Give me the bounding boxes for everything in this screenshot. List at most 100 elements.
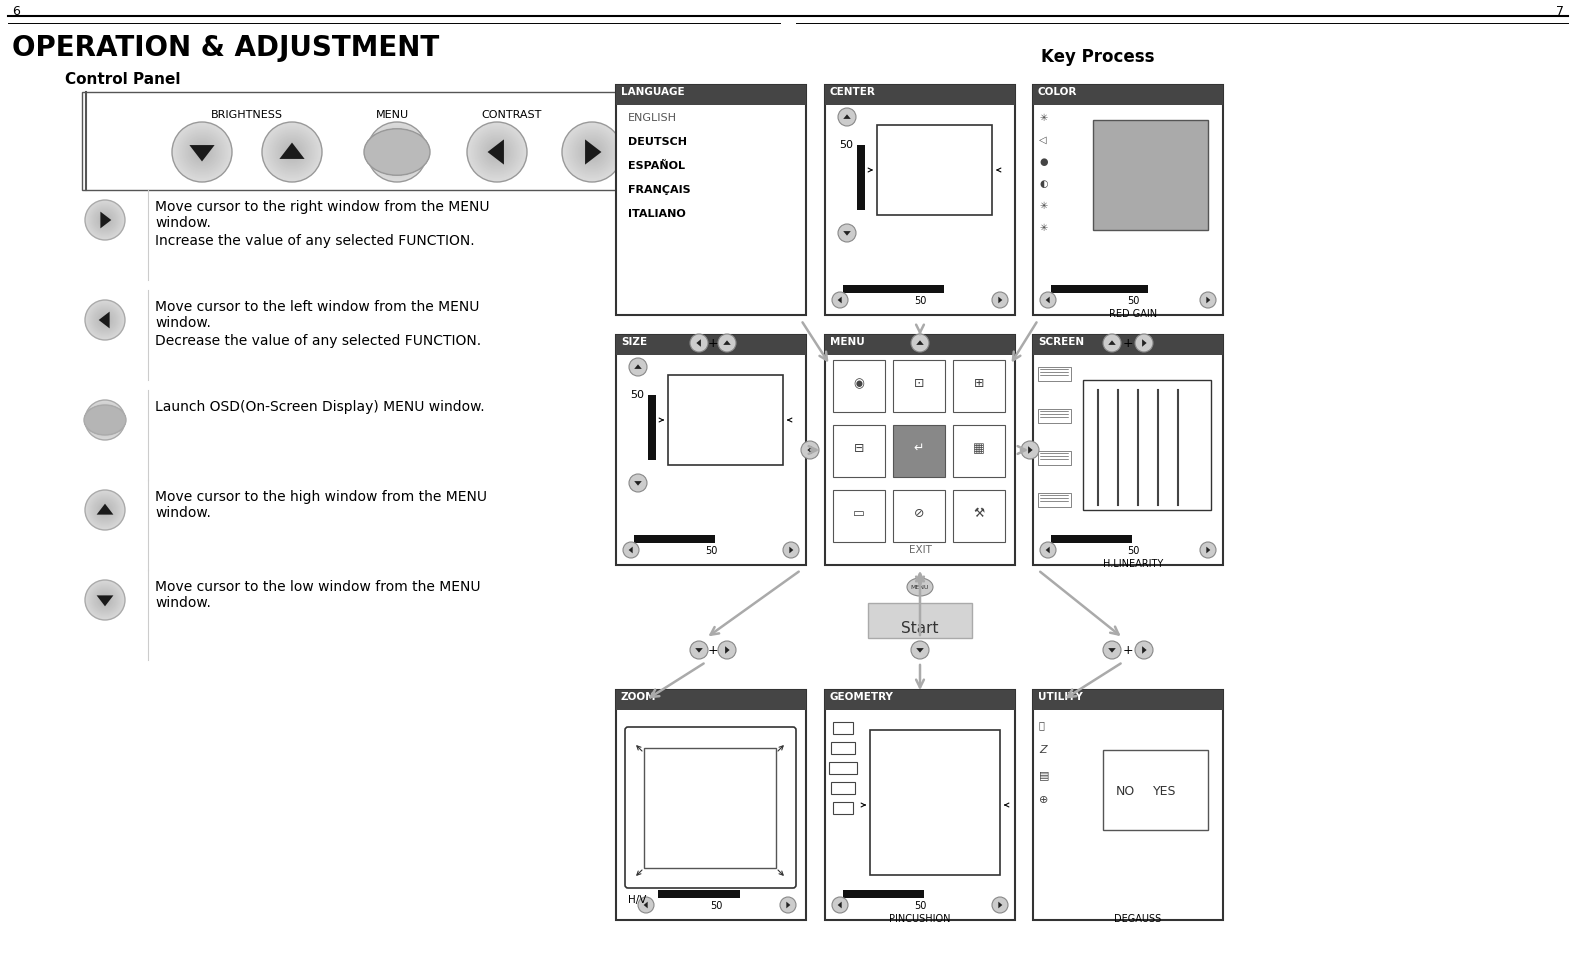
Circle shape — [284, 143, 301, 161]
Circle shape — [95, 590, 115, 610]
Text: 50: 50 — [1127, 296, 1139, 306]
Text: ⊡: ⊡ — [914, 377, 924, 390]
Text: ⊞: ⊞ — [974, 377, 985, 390]
Circle shape — [485, 141, 507, 163]
Circle shape — [102, 508, 107, 512]
FancyBboxPatch shape — [953, 490, 1005, 542]
Ellipse shape — [84, 405, 126, 435]
Circle shape — [484, 139, 511, 165]
Text: 50: 50 — [709, 901, 722, 911]
Circle shape — [85, 580, 125, 620]
FancyBboxPatch shape — [616, 85, 805, 315]
FancyBboxPatch shape — [626, 727, 796, 888]
Circle shape — [188, 137, 217, 167]
Circle shape — [87, 492, 123, 528]
Circle shape — [85, 400, 125, 440]
Ellipse shape — [364, 129, 430, 175]
FancyBboxPatch shape — [831, 782, 856, 794]
FancyBboxPatch shape — [1039, 367, 1072, 381]
Circle shape — [96, 411, 113, 429]
Circle shape — [574, 133, 611, 171]
Text: OPERATION & ADJUSTMENT: OPERATION & ADJUSTMENT — [13, 34, 440, 62]
Circle shape — [96, 591, 113, 609]
Ellipse shape — [84, 405, 126, 435]
Circle shape — [495, 150, 500, 154]
Circle shape — [585, 144, 600, 160]
Ellipse shape — [364, 129, 430, 175]
Circle shape — [87, 582, 123, 618]
Ellipse shape — [84, 405, 126, 435]
Text: PINCUSHION: PINCUSHION — [889, 914, 950, 924]
Text: ESPAÑOL: ESPAÑOL — [627, 161, 686, 171]
Polygon shape — [1028, 447, 1032, 453]
Circle shape — [1135, 641, 1154, 659]
Circle shape — [473, 128, 522, 176]
Circle shape — [481, 135, 514, 169]
Text: ◁: ◁ — [1039, 135, 1046, 145]
Circle shape — [197, 147, 206, 157]
Ellipse shape — [84, 405, 126, 435]
Circle shape — [838, 108, 856, 126]
Circle shape — [90, 585, 120, 615]
Circle shape — [93, 408, 117, 432]
Circle shape — [202, 151, 203, 153]
Text: 50: 50 — [914, 296, 927, 306]
Circle shape — [191, 141, 213, 163]
FancyBboxPatch shape — [1149, 285, 1180, 293]
Circle shape — [181, 132, 222, 172]
Circle shape — [99, 504, 110, 516]
Polygon shape — [843, 231, 851, 236]
Circle shape — [87, 581, 125, 619]
Circle shape — [374, 128, 421, 176]
Circle shape — [1199, 292, 1217, 308]
Circle shape — [1103, 334, 1121, 352]
Circle shape — [96, 311, 113, 329]
Polygon shape — [99, 312, 110, 328]
Text: ⚒: ⚒ — [974, 507, 985, 520]
Circle shape — [101, 596, 109, 604]
Circle shape — [186, 136, 217, 168]
Text: H.LINEARITY: H.LINEARITY — [1103, 559, 1163, 569]
Circle shape — [377, 132, 418, 172]
FancyBboxPatch shape — [834, 802, 853, 814]
Ellipse shape — [364, 129, 430, 175]
Circle shape — [184, 134, 221, 170]
Circle shape — [288, 149, 295, 155]
Polygon shape — [723, 341, 731, 345]
Ellipse shape — [84, 405, 126, 435]
Circle shape — [470, 125, 523, 179]
FancyBboxPatch shape — [82, 92, 671, 190]
Ellipse shape — [364, 129, 430, 175]
Text: window.: window. — [154, 216, 211, 230]
FancyBboxPatch shape — [616, 335, 805, 565]
Ellipse shape — [364, 129, 430, 175]
Circle shape — [178, 128, 225, 176]
FancyBboxPatch shape — [831, 742, 856, 754]
Circle shape — [780, 897, 796, 913]
Circle shape — [91, 496, 120, 524]
Circle shape — [266, 126, 318, 178]
Circle shape — [563, 122, 623, 182]
Polygon shape — [838, 902, 842, 908]
FancyBboxPatch shape — [894, 490, 946, 542]
FancyBboxPatch shape — [843, 285, 944, 293]
Circle shape — [183, 133, 221, 171]
Polygon shape — [790, 547, 793, 553]
Circle shape — [589, 150, 594, 154]
FancyBboxPatch shape — [843, 890, 924, 898]
FancyBboxPatch shape — [1039, 409, 1072, 423]
Polygon shape — [585, 140, 602, 165]
Circle shape — [90, 305, 120, 335]
Circle shape — [290, 150, 295, 154]
Circle shape — [93, 308, 117, 332]
Circle shape — [566, 125, 619, 179]
Ellipse shape — [84, 405, 126, 435]
Circle shape — [85, 300, 125, 340]
FancyBboxPatch shape — [824, 690, 1015, 920]
Circle shape — [476, 131, 519, 173]
Ellipse shape — [364, 129, 430, 175]
Text: ↵: ↵ — [914, 442, 924, 455]
FancyBboxPatch shape — [824, 335, 1015, 565]
Circle shape — [91, 207, 118, 233]
Circle shape — [690, 334, 708, 352]
